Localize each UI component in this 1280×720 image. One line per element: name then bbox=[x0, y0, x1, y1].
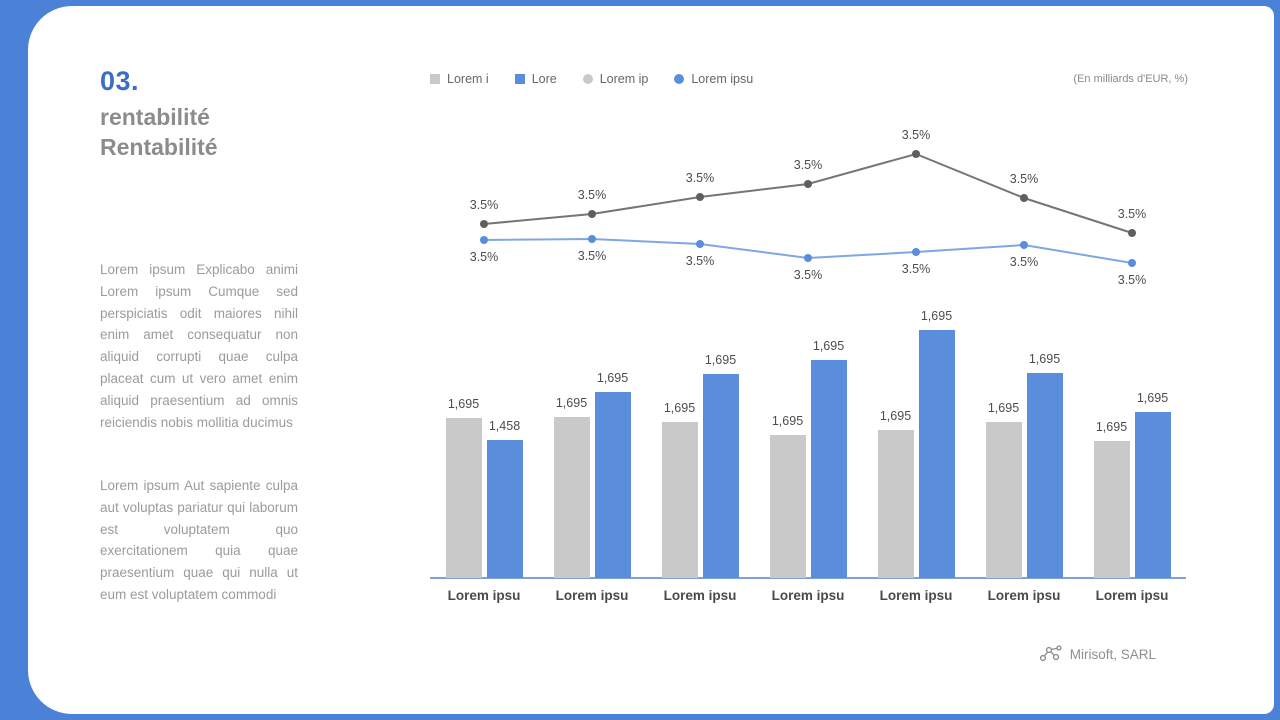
molecule-icon bbox=[1039, 645, 1062, 662]
category-label: Lorem ipsu bbox=[771, 588, 845, 603]
line-value-label: 3.5% bbox=[901, 128, 931, 142]
line-marker-icon bbox=[912, 150, 920, 158]
bar-value-label: 1,695 bbox=[447, 397, 480, 411]
line-marker-icon bbox=[588, 210, 596, 218]
bar-gray bbox=[985, 422, 1022, 578]
bar-blue bbox=[594, 392, 631, 578]
category-label: Lorem ipsu bbox=[663, 588, 737, 603]
slide-card: 03. rentabilité Rentabilité Lorem ipsum … bbox=[28, 6, 1274, 714]
bar-blue bbox=[486, 440, 523, 578]
line-marker-icon bbox=[588, 235, 596, 243]
category-label: Lorem ipsu bbox=[987, 588, 1061, 603]
bar-value-label: 1,695 bbox=[879, 409, 912, 423]
legend-marker-circle-icon bbox=[674, 74, 685, 84]
line-value-label: 3.5% bbox=[469, 250, 499, 264]
line-value-label: 3.5% bbox=[1009, 172, 1039, 186]
line-value-label: 3.5% bbox=[793, 158, 823, 172]
line-value-label: 3.5% bbox=[1117, 207, 1147, 221]
slide-title-line2: Rentabilité bbox=[100, 134, 218, 160]
legend-item: Lorem i bbox=[430, 72, 489, 86]
line-marker-icon bbox=[480, 236, 488, 244]
bar-value-label: 1,695 bbox=[596, 371, 629, 385]
paragraph-1: Lorem ipsum Explicabo animi Lorem ipsum … bbox=[100, 262, 298, 430]
line-value-label: 3.5% bbox=[1009, 255, 1039, 269]
bar-value-label: 1,695 bbox=[1028, 352, 1061, 366]
bar-blue bbox=[918, 330, 955, 578]
legend-label: Lorem ip bbox=[599, 72, 649, 86]
bar-value-label: 1,458 bbox=[488, 419, 521, 433]
category-label: Lorem ipsu bbox=[1095, 588, 1169, 603]
bar-value-label: 1,695 bbox=[555, 396, 588, 410]
slide-title: rentabilité Rentabilité bbox=[100, 102, 218, 162]
legend-item: Lorem ipsu bbox=[674, 72, 753, 86]
bar-value-label: 1,695 bbox=[920, 309, 953, 323]
line-value-label: 3.5% bbox=[577, 249, 607, 263]
bar-gray bbox=[1093, 441, 1130, 578]
line-marker-icon bbox=[804, 180, 812, 188]
bar-blue bbox=[810, 360, 847, 578]
line-marker-icon bbox=[696, 193, 704, 201]
x-axis-line bbox=[430, 577, 1186, 579]
paragraph-2: Lorem ipsum Aut sapiente culpa aut volup… bbox=[100, 478, 298, 602]
slide-title-line1: rentabilité bbox=[100, 104, 210, 130]
line-marker-icon bbox=[1020, 194, 1028, 202]
line-value-label: 3.5% bbox=[685, 254, 715, 268]
bar-blue bbox=[1134, 412, 1171, 578]
slide-footer: Mirisoft, SARL bbox=[1038, 644, 1156, 664]
plot-area: 1,695 1,458 1,695 1,695 1,695 1,695 1,695 1,695… bbox=[430, 110, 1186, 579]
legend-marker-square-icon bbox=[514, 74, 525, 84]
category-label: Lorem ipsu bbox=[879, 588, 953, 603]
bar-gray bbox=[877, 430, 914, 578]
chart-legend: Lorem i Lore Lorem ip Lorem ipsu bbox=[430, 72, 753, 86]
legend-marker-circle-icon bbox=[582, 74, 593, 84]
bar-value-label: 1,695 bbox=[704, 353, 737, 367]
legend-item: Lorem ip bbox=[582, 72, 649, 86]
bar-value-label: 1,695 bbox=[987, 401, 1020, 415]
bar-value-label: 1,695 bbox=[663, 401, 696, 415]
category-labels: Lorem ipsu Lorem ipsu Lorem ipsu Lorem ipsu… bbox=[430, 588, 1186, 603]
line-marker-icon bbox=[480, 220, 488, 228]
line-value-label: 3.5% bbox=[469, 198, 499, 212]
bar-gray bbox=[661, 422, 698, 578]
line-value-label: 3.5% bbox=[685, 171, 715, 185]
legend-item: Lore bbox=[514, 72, 557, 86]
category-label: Lorem ipsu bbox=[555, 588, 629, 603]
bar-gray bbox=[769, 435, 806, 578]
section-number: 03. bbox=[100, 66, 140, 96]
line-marker-icon bbox=[696, 240, 704, 248]
line-value-label: 3.5% bbox=[793, 268, 823, 282]
bar-gray bbox=[553, 417, 590, 578]
unit-note: (En milliards d'EUR, %) bbox=[1073, 73, 1188, 85]
bar-blue bbox=[702, 374, 739, 578]
line-marker-icon bbox=[1128, 259, 1136, 267]
legend-marker-square-icon bbox=[430, 74, 440, 84]
line-marker-icon bbox=[1020, 241, 1028, 249]
bar-value-label: 1,695 bbox=[1136, 391, 1169, 405]
bar-gray bbox=[445, 418, 482, 578]
bar-value-label: 1,695 bbox=[771, 414, 804, 428]
bar-blue bbox=[1026, 373, 1063, 578]
bar-value-label: 1,695 bbox=[812, 339, 845, 353]
chart-header: Lorem i Lore Lorem ip Lorem ipsu (En millia… bbox=[430, 72, 1188, 86]
legend-label: Lorem ipsu bbox=[691, 72, 754, 86]
legend-label: Lorem i bbox=[447, 72, 489, 86]
bar-value-label: 1,695 bbox=[1095, 420, 1128, 434]
line-value-label: 3.5% bbox=[577, 188, 607, 202]
line-marker-icon bbox=[804, 254, 812, 262]
company-name: Mirisoft, SARL bbox=[1069, 646, 1156, 662]
line-value-label: 3.5% bbox=[1117, 273, 1147, 287]
legend-label: Lore bbox=[531, 72, 557, 86]
line-value-label: 3.5% bbox=[901, 262, 931, 276]
line-marker-icon bbox=[1128, 229, 1136, 237]
line-layer bbox=[480, 150, 1136, 267]
line-marker-icon bbox=[912, 248, 920, 256]
category-label: Lorem ipsu bbox=[447, 588, 521, 603]
